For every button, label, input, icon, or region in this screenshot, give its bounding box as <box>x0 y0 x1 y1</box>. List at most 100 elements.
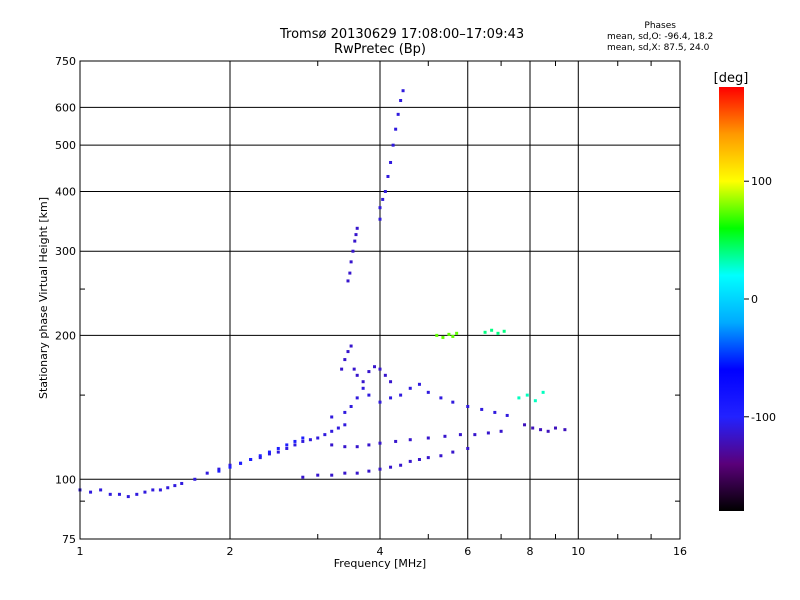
data-point <box>490 328 494 332</box>
data-point <box>367 469 371 473</box>
data-point <box>502 329 506 333</box>
data-point <box>258 456 262 460</box>
data-point <box>173 484 177 488</box>
data-point <box>466 404 470 408</box>
data-point <box>389 160 393 164</box>
data-point <box>381 197 385 201</box>
data-point <box>458 433 462 437</box>
data-point <box>343 445 347 449</box>
x-tick-label: 8 <box>527 545 534 558</box>
colorbar-tick-label: 100 <box>751 175 772 188</box>
data-point <box>193 477 197 481</box>
data-point <box>473 433 477 437</box>
data-point <box>276 446 280 450</box>
colorbar <box>719 87 744 511</box>
data-point <box>417 382 421 386</box>
data-point <box>301 475 305 479</box>
data-point <box>158 488 162 492</box>
data-point <box>348 271 352 275</box>
data-point <box>293 443 297 447</box>
data-point <box>351 249 355 253</box>
data-point <box>180 481 184 485</box>
data-point <box>451 334 455 338</box>
plot-grid <box>80 61 680 539</box>
data-point <box>367 393 371 397</box>
data-point <box>378 217 382 221</box>
y-tick-label: 750 <box>55 55 76 68</box>
data-point <box>367 443 371 447</box>
data-point <box>378 467 382 471</box>
data-point <box>399 99 403 103</box>
y-tick-label: 300 <box>55 245 76 258</box>
data-point <box>383 189 387 193</box>
y-tick-label: 400 <box>55 185 76 198</box>
data-point <box>367 370 371 374</box>
data-point <box>267 452 271 456</box>
x-tick-label: 4 <box>377 545 384 558</box>
x-tick-label: 6 <box>464 545 471 558</box>
data-point <box>336 426 340 430</box>
data-point <box>343 410 347 414</box>
data-point <box>466 446 470 450</box>
data-point <box>166 486 170 490</box>
data-point <box>496 331 500 335</box>
data-point <box>239 461 243 465</box>
data-point <box>435 333 439 337</box>
data-point <box>451 450 455 454</box>
data-point <box>455 331 459 335</box>
data-point <box>143 490 147 494</box>
title-line-2: RwPretec (Bp) <box>333 42 427 57</box>
data-point <box>249 457 253 461</box>
data-point <box>378 400 382 404</box>
data-point <box>343 471 347 475</box>
y-tick-label: 200 <box>55 329 76 342</box>
plot-frame <box>79 60 681 540</box>
data-point <box>355 226 359 230</box>
x-axis-ticks: 1 2 4 6 8 10 16 <box>77 61 687 558</box>
data-point <box>293 439 297 443</box>
data-point <box>517 396 521 400</box>
data-point <box>401 89 405 93</box>
data-point <box>399 393 403 397</box>
data-point <box>267 450 271 454</box>
y-tick-label: 500 <box>55 139 76 152</box>
y-tick-label: 600 <box>55 101 76 114</box>
chart-title: Tromsø 20130629 17:08:00–17:09:43 RwPret… <box>280 27 524 57</box>
phases-legend: Phases mean, sd,O: -96.4, 18.2 mean, sd,… <box>607 21 713 54</box>
data-point <box>330 443 334 447</box>
data-point <box>355 396 359 400</box>
data-point <box>126 495 130 499</box>
x-tick-label: 16 <box>673 545 687 558</box>
data-point <box>361 380 365 384</box>
data-point <box>426 390 430 394</box>
data-point <box>117 492 121 496</box>
data-point <box>389 465 393 469</box>
data-point <box>343 423 347 427</box>
data-point <box>361 386 365 390</box>
x-tick-label: 10 <box>571 545 585 558</box>
data-point <box>354 233 358 237</box>
data-point <box>396 112 400 116</box>
x-tick-label: 1 <box>77 545 84 558</box>
data-point <box>408 459 412 463</box>
data-point <box>316 436 320 440</box>
plot-border <box>79 60 681 540</box>
phases-mean-o: mean, sd,O: -96.4, 18.2 <box>607 32 714 42</box>
data-point <box>346 279 350 283</box>
data-point <box>378 441 382 445</box>
data-point <box>151 488 155 492</box>
data-point <box>330 473 334 477</box>
data-point <box>378 206 382 210</box>
data-point <box>323 433 327 437</box>
data-point <box>135 492 139 496</box>
data-point <box>408 386 412 390</box>
data-point <box>563 428 567 432</box>
data-point <box>301 439 305 443</box>
data-point <box>493 410 497 414</box>
data-point <box>276 450 280 454</box>
data-point <box>349 260 353 264</box>
colorbar-tick-label: -100 <box>751 411 776 424</box>
data-point <box>531 426 535 430</box>
data-point <box>483 330 487 334</box>
